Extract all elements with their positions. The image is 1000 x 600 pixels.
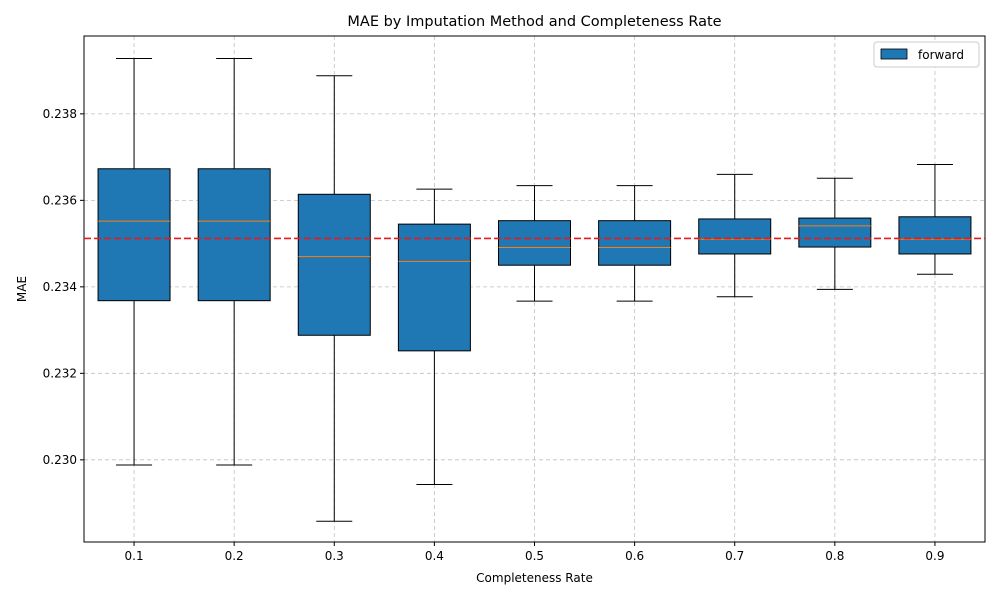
- box-body: [297, 193, 371, 336]
- legend-label: forward: [918, 48, 964, 62]
- box-0.2: [197, 57, 271, 466]
- legend: forward: [873, 41, 980, 68]
- y-tick-label: 0.232: [43, 366, 77, 380]
- x-axis-ticks: 0.1 0.2 0.3 0.4 0.5 0.6 0.7 0.8 0.9: [125, 542, 944, 563]
- box-0.3: [297, 75, 371, 522]
- box-0.1: [97, 57, 171, 466]
- box-0.7: [698, 173, 772, 298]
- y-tick-label: 0.236: [43, 193, 77, 207]
- legend-swatch: [880, 48, 908, 60]
- x-tick-label: 0.5: [525, 549, 544, 563]
- box-0.4: [397, 188, 471, 485]
- legend-frame: [873, 41, 980, 68]
- box-body: [397, 223, 471, 352]
- box-0.6: [598, 185, 672, 302]
- x-tick-label: 0.8: [825, 549, 844, 563]
- box-0.8: [798, 177, 872, 290]
- y-axis-ticks: 0.230 0.232 0.234 0.236 0.238: [43, 107, 84, 467]
- chart-title: MAE by Imputation Method and Completenes…: [347, 14, 721, 30]
- box-body: [97, 168, 171, 302]
- y-tick-label: 0.238: [43, 107, 77, 121]
- x-tick-label: 0.4: [425, 549, 444, 563]
- box-body: [498, 220, 571, 266]
- box-body: [798, 217, 872, 248]
- x-tick-label: 0.2: [225, 549, 244, 563]
- box-body: [197, 168, 271, 302]
- boxes-group: [97, 57, 972, 522]
- box-0.9: [898, 163, 972, 275]
- x-tick-label: 0.6: [625, 549, 644, 563]
- x-tick-label: 0.7: [725, 549, 744, 563]
- box-body: [698, 218, 772, 255]
- x-tick-label: 0.9: [925, 549, 944, 563]
- x-tick-label: 0.3: [325, 549, 344, 563]
- x-axis-label: Completeness Rate: [476, 571, 593, 585]
- x-tick-label: 0.1: [125, 549, 144, 563]
- y-axis-label: MAE: [15, 276, 29, 302]
- y-tick-label: 0.234: [43, 280, 77, 294]
- y-tick-label: 0.230: [43, 453, 77, 467]
- box-0.5: [498, 185, 571, 302]
- box-body: [898, 216, 972, 255]
- box-body: [598, 220, 672, 266]
